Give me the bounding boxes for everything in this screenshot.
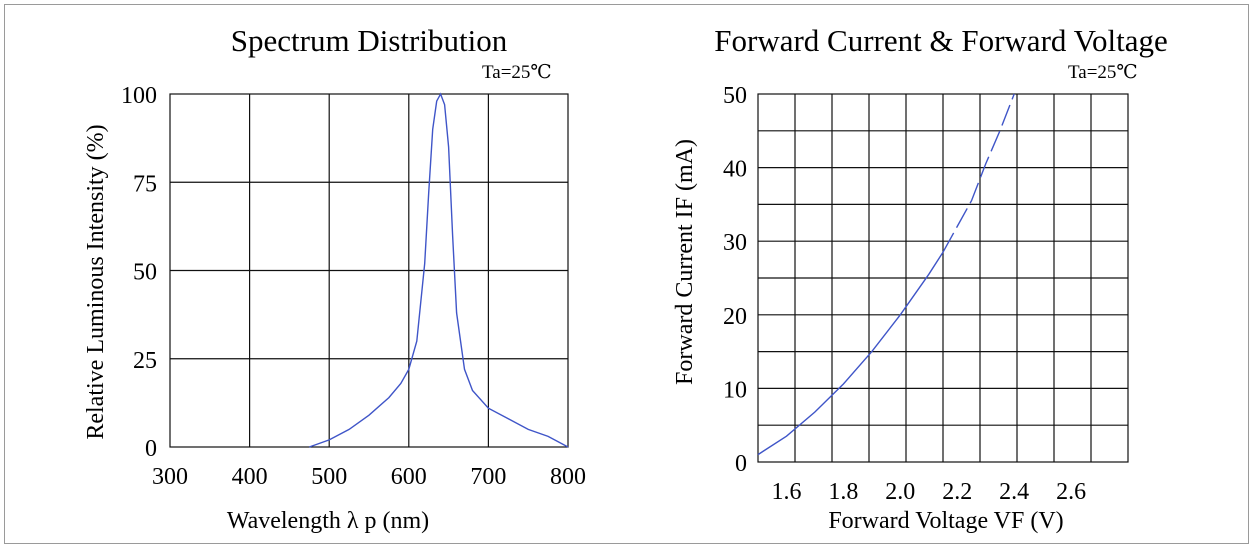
x-tick-label: 500 [311, 464, 347, 490]
y-tick-labels: 0 25 50 75 100 [121, 83, 157, 462]
x-tick-labels: 300 400 500 600 700 800 [152, 464, 586, 490]
y-tick-labels: 0 10 20 30 40 50 [723, 83, 747, 477]
y-tick-label: 75 [133, 171, 157, 197]
y-tick-label: 30 [723, 230, 747, 256]
chart-title: Forward Current & Forward Voltage [714, 23, 1167, 58]
y-axis-label: Forward Current IF (mA) [672, 139, 698, 385]
x-tick-label: 700 [470, 464, 506, 490]
x-tick-label: 1.6 [771, 479, 801, 505]
y-tick-label: 50 [723, 83, 747, 109]
x-tick-label: 2.4 [999, 479, 1029, 505]
x-tick-label: 1.8 [828, 479, 858, 505]
y-tick-label: 40 [723, 157, 747, 183]
series-line [309, 92, 569, 448]
x-tick-labels: 1.6 1.8 2.0 2.2 2.4 2.6 [771, 479, 1086, 505]
grid [169, 93, 569, 448]
y-tick-label: 0 [735, 451, 747, 477]
x-tick-label: 2.6 [1056, 479, 1086, 505]
y-tick-label: 10 [723, 377, 747, 403]
chart-title: Spectrum Distribution [231, 23, 508, 58]
series [309, 92, 569, 448]
y-tick-label: 20 [723, 304, 747, 330]
series-line-dashed [942, 93, 1015, 253]
x-axis-label: Wavelength λ p (nm) [227, 508, 429, 534]
y-tick-label: 25 [133, 348, 157, 374]
grid [757, 93, 1129, 463]
x-tick-label: 600 [391, 464, 427, 490]
series [757, 93, 1015, 456]
x-axis-label: Forward Voltage VF (V) [828, 508, 1063, 534]
spectrum-chart: Spectrum Distribution Ta=25℃ 300 400 500 60… [83, 23, 586, 534]
y-tick-label: 50 [133, 260, 157, 286]
x-tick-label: 2.2 [942, 479, 972, 505]
temperature-note: Ta=25℃ [482, 62, 552, 83]
temperature-note: Ta=25℃ [1068, 62, 1138, 83]
y-axis-label: Relative Luminous Intensity (%) [83, 124, 109, 439]
x-tick-label: 300 [152, 464, 188, 490]
y-tick-label: 0 [145, 436, 157, 462]
x-tick-label: 2.0 [885, 479, 915, 505]
x-tick-label: 800 [550, 464, 586, 490]
x-tick-label: 400 [232, 464, 268, 490]
iv-chart: Forward Current & Forward Voltage Ta=25℃… [672, 23, 1168, 534]
y-tick-label: 100 [121, 83, 157, 109]
series-line-solid [757, 251, 944, 456]
